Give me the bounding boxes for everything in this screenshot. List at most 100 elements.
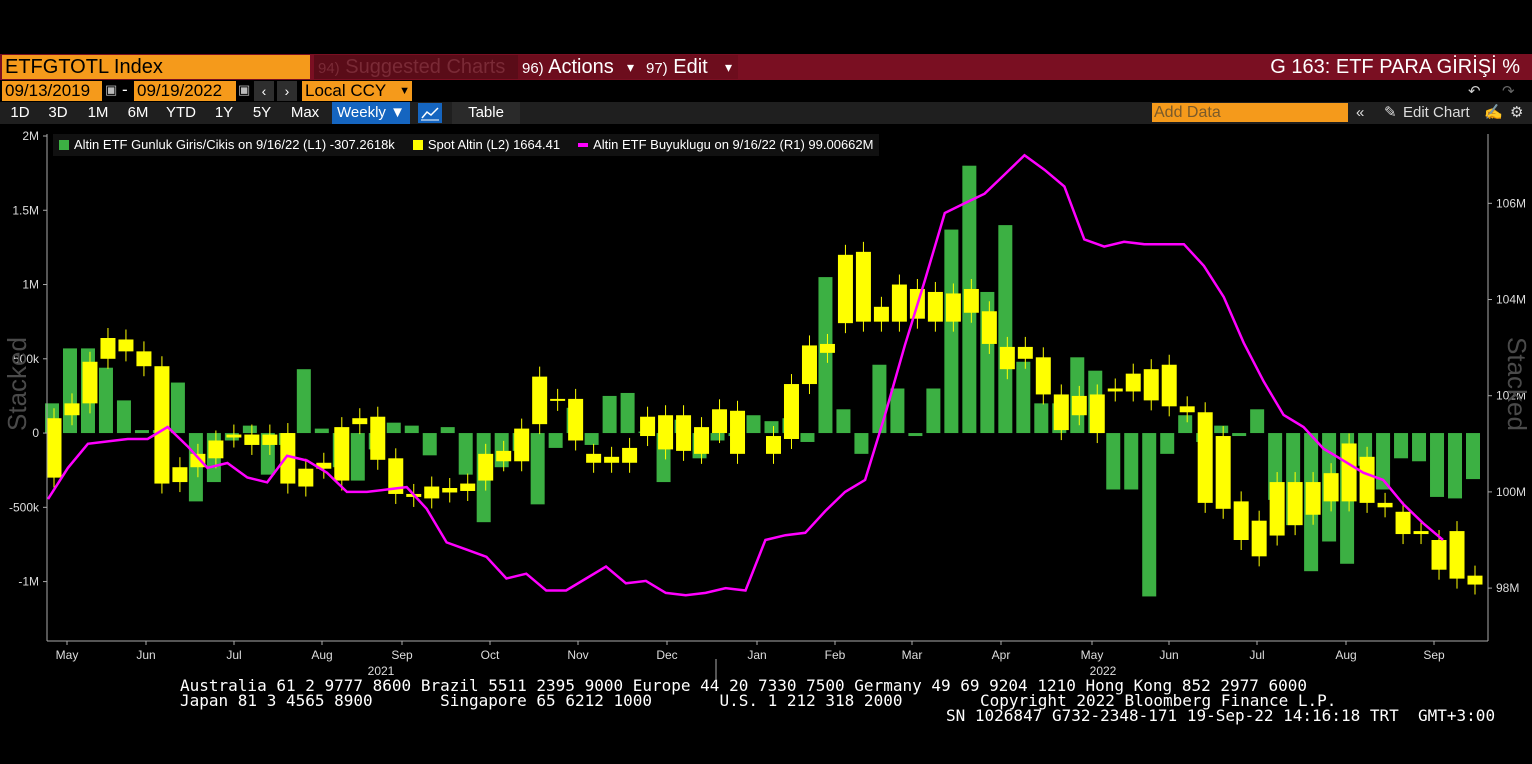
candle-body xyxy=(280,433,296,484)
legend-item-flows[interactable]: Altin ETF Gunluk Giris/Cikis on 9/16/22 … xyxy=(59,134,395,156)
page-title: G 163: ETF PARA GİRİŞİ % xyxy=(1270,56,1520,78)
x-tick-label: Aug xyxy=(1335,648,1356,662)
candle-body xyxy=(891,284,907,322)
start-calendar-icon[interactable]: ▣ xyxy=(105,82,118,97)
legend-item-etf-size[interactable]: Altin ETF Buyuklugu on 9/16/22 (R1) 99.0… xyxy=(578,134,873,156)
candle-body xyxy=(190,453,206,468)
annotate-icon[interactable]: ✍ xyxy=(1484,104,1503,121)
currency-select[interactable]: Local CCY ▼ xyxy=(302,81,412,101)
flow-bar xyxy=(134,430,149,434)
x-tick-label: Mar xyxy=(902,648,923,662)
collapse-icon[interactable]: « xyxy=(1356,104,1365,121)
candle-body xyxy=(1449,531,1465,579)
flow-bar xyxy=(386,422,401,434)
x-tick-label: Nov xyxy=(567,648,588,662)
candle-body xyxy=(136,351,152,367)
candle-body xyxy=(118,339,134,352)
right-tick-label: 106M xyxy=(1496,196,1526,210)
footer-session-line: SN 1026847 G732-2348-171 19-Sep-22 14:16… xyxy=(946,706,1496,725)
left-tick-label: -1M xyxy=(18,575,39,589)
x-tick-label: Jun xyxy=(1159,648,1178,662)
legend-item-spot-gold[interactable]: Spot Altin (L2) 1664.41 xyxy=(412,134,560,156)
flow-bar xyxy=(170,382,185,434)
start-date-field[interactable]: 09/13/2019 xyxy=(2,81,102,101)
end-calendar-icon[interactable]: ▣ xyxy=(238,82,251,97)
suggested-charts-menu[interactable]: 94) Suggested Charts xyxy=(314,55,518,79)
x-tick-label: Jul xyxy=(1249,648,1264,662)
pencil-icon[interactable]: ✎ xyxy=(1384,104,1397,121)
ticker-field[interactable]: ETFGTOTL Index xyxy=(2,55,310,79)
frequency-select[interactable]: Weekly ▼ xyxy=(332,102,410,124)
right-tick-label: 100M xyxy=(1496,485,1526,499)
x-tick-label: Dec xyxy=(656,648,677,662)
flow-bar xyxy=(296,369,311,434)
flow-bar xyxy=(710,433,725,441)
table-button[interactable]: Table xyxy=(452,102,520,124)
flow-bar xyxy=(890,388,905,434)
undo-icon[interactable]: ↶ xyxy=(1468,83,1481,100)
candle-body xyxy=(82,361,98,404)
period-1d[interactable]: 1D xyxy=(10,104,30,121)
candle-body xyxy=(1413,531,1429,535)
flow-bar xyxy=(98,367,113,434)
edit-menu[interactable]: 97) Edit xyxy=(640,55,738,79)
x-tick-label: Sep xyxy=(1423,648,1445,662)
flow-bar xyxy=(350,433,365,481)
candle-body xyxy=(100,338,116,359)
flow-bar xyxy=(998,225,1013,434)
candle-body xyxy=(1215,436,1231,509)
x-tick-label: Jan xyxy=(747,648,766,662)
period-max[interactable]: Max xyxy=(290,104,320,121)
candle-body xyxy=(1161,364,1177,407)
flow-bar xyxy=(908,433,923,437)
flow-bar xyxy=(746,415,761,434)
period-1m[interactable]: 1M xyxy=(87,104,109,121)
settings-gear-icon[interactable]: ⚙ xyxy=(1510,104,1524,121)
left-tick-label: 2M xyxy=(22,129,39,143)
candle-body xyxy=(730,410,746,454)
add-data-input[interactable]: Add Data xyxy=(1152,103,1348,122)
previous-period-button[interactable]: ‹ xyxy=(254,81,274,101)
candle-body xyxy=(1377,502,1393,508)
footer-phone-line-1: Australia 61 2 9777 8600 Brazil 5511 239… xyxy=(180,676,1308,695)
x-tick-label: Jul xyxy=(226,648,241,662)
candle-body xyxy=(1431,540,1447,570)
line-chart-icon xyxy=(421,107,439,121)
x-tick-label: Feb xyxy=(825,648,846,662)
chart-type-button[interactable] xyxy=(418,103,442,123)
next-period-button[interactable]: › xyxy=(277,81,297,101)
candle-body xyxy=(298,468,314,487)
flow-bar xyxy=(944,229,959,434)
flow-bar xyxy=(1214,425,1229,434)
flow-bar xyxy=(872,364,887,434)
x-tick-label: Apr xyxy=(992,648,1011,662)
candle-body xyxy=(1305,482,1321,515)
candle-body xyxy=(172,467,188,483)
period-3d[interactable]: 3D xyxy=(48,104,68,121)
period-5y[interactable]: 5Y xyxy=(252,104,272,121)
period-6m[interactable]: 6M xyxy=(127,104,149,121)
chart-legend: Altin ETF Gunluk Giris/Cikis on 9/16/22 … xyxy=(53,134,880,156)
footer-phone-line-2: Japan 81 3 4565 8900 Singapore 65 6212 1… xyxy=(180,691,903,710)
candle-body xyxy=(1089,394,1105,434)
edit-chart-button[interactable]: Edit Chart xyxy=(1403,104,1470,121)
flow-bar xyxy=(1394,433,1409,459)
legend-swatch-spot-gold xyxy=(412,140,423,150)
end-date-field[interactable]: 09/19/2022 xyxy=(134,81,236,101)
period-1y[interactable]: 1Y xyxy=(214,104,234,121)
x-tick-label: May xyxy=(56,648,79,662)
flow-bar xyxy=(1070,357,1085,434)
period-ytd[interactable]: YTD xyxy=(166,104,196,121)
candle-body xyxy=(765,436,781,454)
candle-body xyxy=(694,427,710,454)
redo-icon[interactable]: ↷ xyxy=(1502,83,1515,100)
actions-menu[interactable]: 96) Actions xyxy=(518,55,640,79)
candle-body xyxy=(1359,456,1375,503)
candle-body xyxy=(712,409,728,434)
suggested-charts-number: 94) xyxy=(318,60,340,77)
left-tick-label: 0 xyxy=(32,426,39,440)
candle-body xyxy=(226,434,242,438)
left-tick-label: 500k xyxy=(13,352,40,366)
flow-bar xyxy=(764,421,779,434)
candle-body xyxy=(658,415,674,450)
